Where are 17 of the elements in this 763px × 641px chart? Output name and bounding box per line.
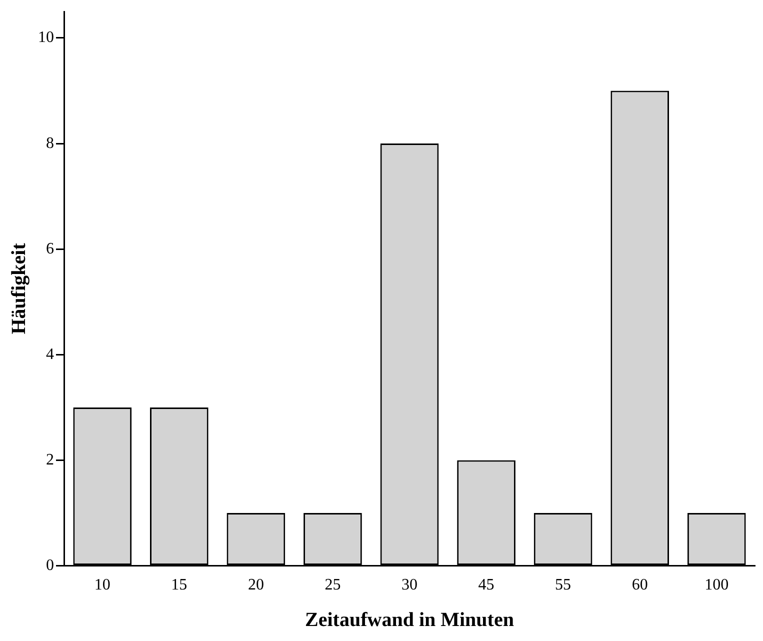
x-tick-label: 100 [704, 576, 729, 594]
y-axis-title: Häufigkeit [8, 242, 30, 334]
x-tick-label: 45 [478, 576, 494, 594]
x-tick-label: 20 [248, 576, 264, 594]
x-axis-title: Zeitaufwand in Minuten [305, 609, 514, 632]
y-tick-label: 6 [46, 240, 54, 258]
y-tick-label: 0 [46, 557, 54, 574]
y-tick-label: 2 [46, 451, 54, 468]
x-tick-label: 30 [402, 576, 418, 594]
x-tick-label: 60 [632, 576, 648, 594]
x-tick-label: 25 [324, 576, 341, 594]
y-tick-label: 8 [46, 134, 54, 152]
y-tick-label: 10 [38, 29, 54, 46]
y-tick-label: 4 [46, 346, 54, 363]
x-tick-label: 10 [94, 576, 110, 594]
x-tick-label: 15 [171, 576, 188, 594]
x-tick-label: 55 [555, 576, 572, 594]
